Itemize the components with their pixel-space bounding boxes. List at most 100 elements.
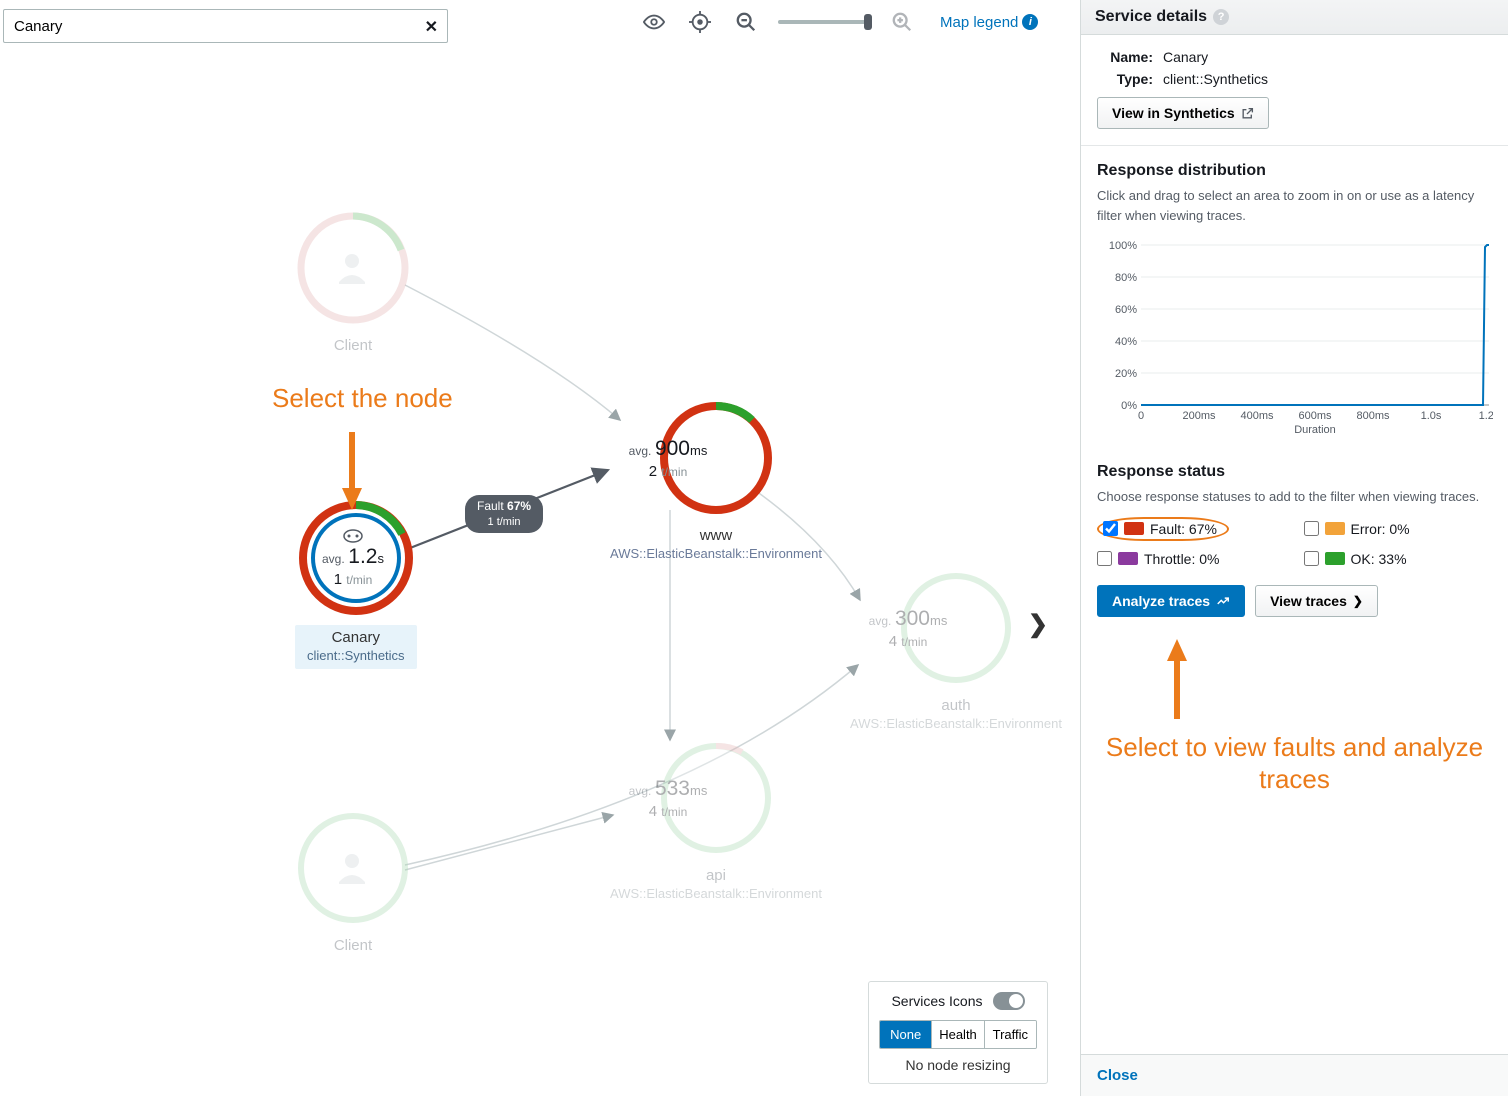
resize-status-text: No node resizing [879,1057,1037,1073]
zoom-out-icon[interactable] [732,8,760,36]
avg-unit: ms [690,783,707,798]
error-checkbox[interactable] [1304,521,1319,536]
close-button[interactable]: Close [1097,1067,1138,1084]
rate-value: 1 [334,571,342,588]
svg-text:0: 0 [1138,410,1144,422]
resp-status-desc: Choose response statuses to add to the f… [1097,487,1492,507]
avg-unit: ms [930,613,947,628]
analyze-traces-button[interactable]: Analyze traces [1097,585,1245,617]
svg-text:20%: 20% [1115,368,1137,380]
avg-prefix: avg. [322,552,345,566]
fault-checkbox[interactable] [1103,521,1118,536]
map-legend-link[interactable]: Map legend i [940,14,1038,31]
avg-value: 1.2 [348,545,377,568]
avg-value: 900 [655,437,690,460]
search-input[interactable] [3,9,448,43]
svg-text:400ms: 400ms [1240,410,1274,422]
name-value: Canary [1163,49,1208,65]
services-icons-toggle[interactable] [993,992,1025,1010]
view-traces-button[interactable]: View traces ❯ [1255,585,1378,617]
expand-chevron-icon[interactable]: ❯ [1028,610,1048,639]
ok-checkbox[interactable] [1304,551,1319,566]
chevron-right-icon: ❯ [1353,594,1363,608]
ok-swatch [1325,552,1345,565]
fault-highlight-circle: Fault: 67% [1097,517,1229,541]
node-label: auth [850,697,1062,714]
throttle-checkbox[interactable] [1097,551,1112,566]
resp-dist-title: Response distribution [1097,162,1492,180]
rate-unit: t/min [661,805,687,819]
panel-title: Service details [1095,8,1207,26]
help-icon[interactable]: ? [1213,9,1229,25]
svg-text:80%: 80% [1115,272,1137,284]
center-map-icon[interactable] [686,8,714,36]
services-icons-label: Services Icons [891,993,982,1009]
rate-unit: t/min [661,465,687,479]
svg-text:60%: 60% [1115,304,1137,316]
node-sublabel: AWS::ElasticBeanstalk::Environment [850,716,1062,731]
node-label: www [610,527,822,544]
edge-fault-pct: 67% [507,499,531,513]
node-client-2[interactable]: Client [295,810,411,954]
map-controls: Map legend i [640,8,1038,36]
node-label: Client [295,337,411,354]
node-label: api [610,867,822,884]
resize-traffic-button[interactable]: Traffic [985,1021,1036,1048]
fault-label: Fault: 67% [1150,521,1217,537]
clear-search-icon[interactable]: ✕ [425,17,438,37]
node-sublabel: client::Synthetics [307,648,405,663]
response-distribution-chart[interactable]: 100%80%60% 40%20%0% 0200ms400ms 600ms800… [1097,235,1492,445]
resp-status-title: Response status [1097,463,1492,481]
throttle-label: Throttle: 0% [1144,551,1219,567]
edge-badge[interactable]: Fault 67% 1 t/min [465,495,543,533]
view-synthetics-button[interactable]: View in Synthetics [1097,97,1269,129]
panel-footer: Close [1081,1054,1508,1096]
annotation-select-node: Select the node [272,383,432,510]
search-container: ✕ [3,9,448,43]
svg-text:600ms: 600ms [1298,410,1332,422]
external-link-icon [1241,107,1254,120]
svg-text:200ms: 200ms [1182,410,1216,422]
error-swatch [1325,522,1345,535]
node-label: Canary [307,629,405,646]
node-label: Client [295,937,411,954]
node-sublabel: AWS::ElasticBeanstalk::Environment [610,886,822,901]
rate-value: 2 [649,463,657,480]
node-www[interactable]: avg. 900ms 2 t/min www AWS::ElasticBeans… [610,400,822,561]
info-icon: i [1022,14,1038,30]
annotation-analyze: Select to view faults and analyze traces [1097,639,1492,796]
resize-health-button[interactable]: Health [932,1021,984,1048]
chart-icon [1216,594,1230,608]
resize-mode-group: None Health Traffic [879,1020,1037,1049]
node-sublabel: AWS::ElasticBeanstalk::Environment [610,546,822,561]
node-client-1[interactable]: Client [295,210,411,354]
error-label: Error: 0% [1351,521,1410,537]
type-key: Type: [1097,71,1153,87]
node-canary[interactable]: avg. 1.2s 1 t/min Canary client::Synthet… [295,500,417,669]
svg-text:1.2s: 1.2s [1479,410,1493,422]
node-api[interactable]: avg. 533ms 4 t/min api AWS::ElasticBeans… [610,740,822,901]
resize-none-button[interactable]: None [880,1021,932,1048]
throttle-swatch [1118,552,1138,565]
node-auth[interactable]: avg. 300ms 4 t/min auth AWS::ElasticBean… [850,570,1062,731]
avg-value: 300 [895,607,930,630]
eye-icon[interactable] [640,8,668,36]
svg-text:1.0s: 1.0s [1421,410,1442,422]
svg-text:40%: 40% [1115,336,1137,348]
svg-text:100%: 100% [1109,240,1137,252]
resp-dist-desc: Click and drag to select an area to zoom… [1097,186,1492,225]
service-details-panel: Service details ? Name:Canary Type:clien… [1080,0,1508,1096]
type-value: client::Synthetics [1163,71,1268,87]
zoom-in-icon[interactable] [888,8,916,36]
service-map[interactable]: Client avg. 1.2s 1 t/min Canary client::… [0,50,1060,1090]
zoom-slider[interactable] [778,20,870,24]
edge-fault: Fault [477,499,507,513]
avg-prefix: avg. [629,444,652,458]
rate-unit: t/min [346,573,372,587]
rate-value: 4 [649,803,657,820]
avg-unit: s [378,551,385,566]
avg-unit: ms [690,443,707,458]
rate-value: 4 [889,633,897,650]
svg-text:Duration: Duration [1294,424,1336,435]
edge-rate: 1 t/min [477,515,531,529]
